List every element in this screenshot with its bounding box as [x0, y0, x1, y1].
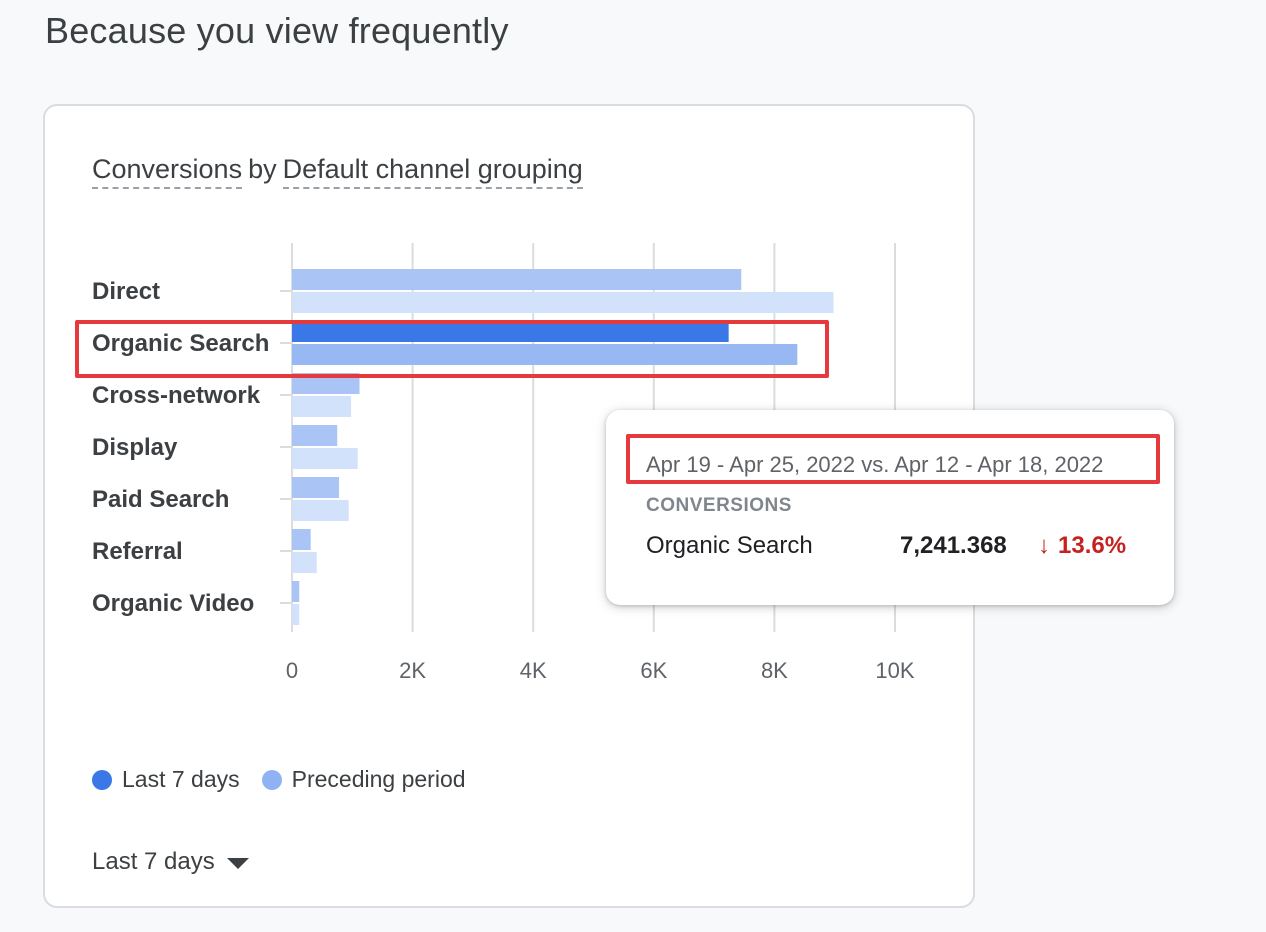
bar-current: [292, 477, 340, 498]
bar-current: [292, 321, 729, 342]
legend-dot-current: [92, 769, 112, 790]
highlight-box-organic-search: [75, 320, 829, 378]
tooltip-row-change: ↓ 13.6%: [1038, 532, 1126, 560]
bar-previous: [292, 396, 352, 417]
bar-current: [292, 373, 360, 394]
tooltip-row-name: Organic Search: [646, 532, 813, 559]
tooltip-change-value: 13.6%: [1058, 532, 1127, 559]
bar-previous: [292, 292, 834, 313]
x-tick-label: 8K: [761, 658, 788, 683]
title-by: by: [248, 154, 277, 184]
caret-down-icon: [226, 857, 249, 869]
x-tick-label: 10K: [875, 658, 914, 683]
metric-selector[interactable]: Conversions: [92, 154, 243, 189]
tooltip-row-value: 7,241.368: [900, 532, 1007, 559]
category-label: Display: [92, 434, 178, 461]
dimension-selector[interactable]: Default channel grouping: [282, 154, 583, 189]
category-label: Paid Search: [92, 486, 229, 513]
category-label: Direct: [92, 278, 160, 305]
bar-previous: [292, 552, 317, 573]
bar-previous: [292, 500, 349, 521]
bar-previous: [292, 344, 798, 365]
bar-current: [292, 529, 311, 550]
category-label: Organic Video: [92, 590, 254, 617]
legend-item-previous[interactable]: Preceding period: [261, 766, 466, 793]
highlight-box-date-range: [626, 434, 1160, 484]
arrow-down-icon: ↓: [1038, 532, 1050, 559]
legend-item-current[interactable]: Last 7 days: [92, 766, 240, 793]
chart-tooltip: Apr 19 - Apr 25, 2022 vs. Apr 12 - Apr 1…: [606, 410, 1174, 605]
bar-previous: [292, 448, 358, 469]
bar-current: [292, 269, 742, 290]
x-tick-label: 0: [286, 658, 298, 683]
x-tick-label: 6K: [640, 658, 667, 683]
chart-legend: Last 7 days Preceding period: [92, 766, 488, 793]
period-dropdown-label: Last 7 days: [92, 848, 215, 875]
category-label: Organic Search: [92, 330, 269, 357]
legend-dot-previous: [261, 769, 282, 790]
category-label: Referral: [92, 538, 183, 565]
category-label: Cross-network: [92, 382, 261, 409]
tooltip-date-range: Apr 19 - Apr 25, 2022 vs. Apr 12 - Apr 1…: [646, 452, 1104, 477]
x-tick-label: 4K: [520, 658, 547, 683]
bar-current: [292, 425, 338, 446]
bar-previous: [292, 604, 300, 625]
card-title: Conversions by Default channel grouping: [92, 154, 583, 189]
x-tick-label: 2K: [399, 658, 426, 683]
legend-label-previous: Preceding period: [291, 766, 466, 792]
tooltip-metric-label: CONVERSIONS: [646, 495, 792, 516]
bar-current: [292, 581, 300, 602]
period-dropdown[interactable]: Last 7 days: [92, 848, 249, 876]
legend-label-current: Last 7 days: [122, 766, 240, 792]
section-title: Because you view frequently: [45, 10, 509, 51]
